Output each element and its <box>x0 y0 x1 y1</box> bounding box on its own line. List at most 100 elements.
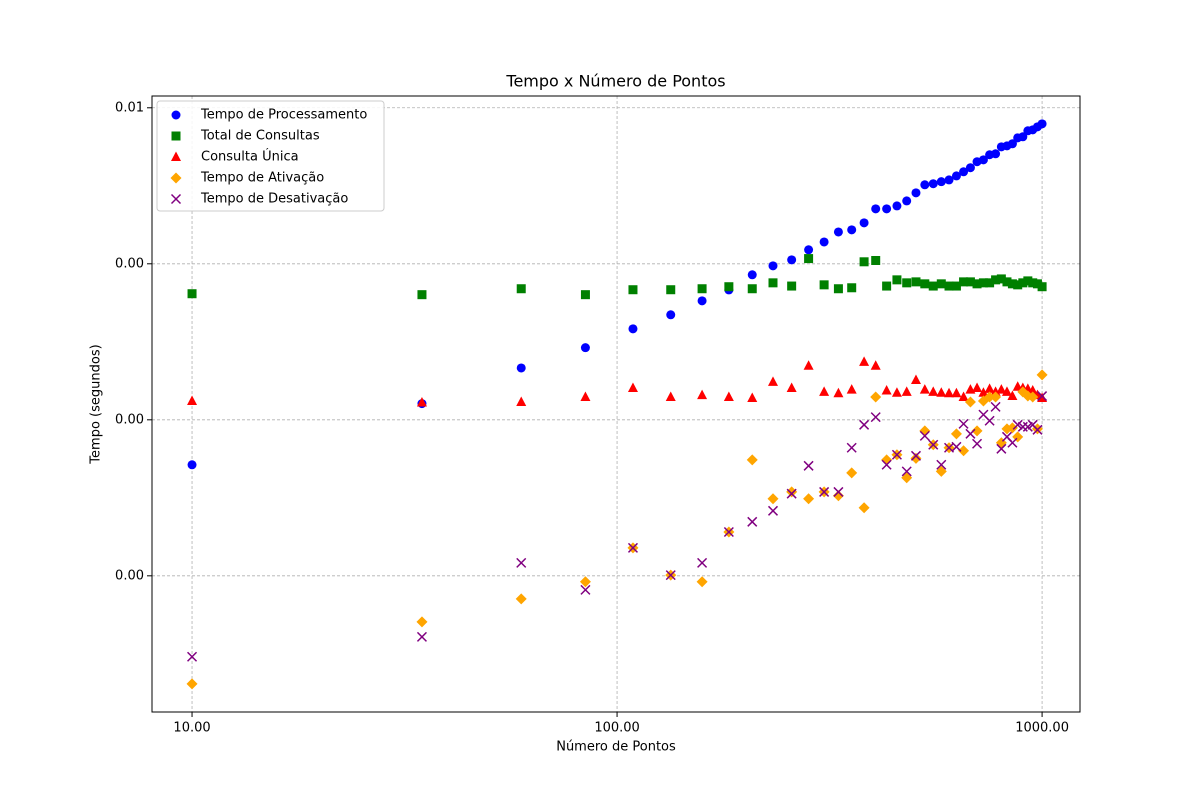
point <box>787 255 797 265</box>
point <box>978 387 989 397</box>
point <box>579 576 591 588</box>
legend-marker <box>171 110 181 120</box>
point <box>1037 282 1047 292</box>
x-axis-label: Número de Pontos <box>556 740 676 755</box>
point <box>416 631 427 642</box>
point <box>767 505 779 516</box>
legend-marker <box>171 131 181 141</box>
point <box>881 459 892 470</box>
x-tick-label: 100.00 <box>594 721 640 736</box>
point <box>697 296 707 306</box>
point <box>944 175 954 185</box>
point <box>944 281 954 291</box>
point <box>951 281 961 291</box>
point <box>991 275 1001 285</box>
point <box>627 382 638 392</box>
point <box>1023 276 1033 286</box>
point <box>919 384 930 394</box>
point <box>786 488 797 499</box>
point <box>965 163 975 173</box>
point <box>819 237 829 247</box>
point <box>984 415 995 426</box>
point <box>951 441 962 452</box>
point <box>768 261 778 271</box>
legend-label: Tempo de Ativação <box>200 171 324 186</box>
point <box>936 459 947 470</box>
point <box>972 382 983 392</box>
point <box>767 493 779 505</box>
point <box>858 502 870 514</box>
point <box>1013 280 1023 290</box>
point <box>1007 279 1017 289</box>
point <box>1037 392 1048 402</box>
point <box>892 275 902 285</box>
point <box>871 204 881 214</box>
point <box>723 391 734 402</box>
point <box>833 227 843 237</box>
point <box>580 391 591 402</box>
point <box>846 384 857 394</box>
point <box>919 430 930 441</box>
point <box>416 397 427 407</box>
point <box>516 396 527 407</box>
point <box>846 442 857 453</box>
point <box>1032 424 1043 435</box>
point <box>1007 437 1018 448</box>
point <box>516 557 527 568</box>
point <box>984 383 995 393</box>
point <box>936 279 946 289</box>
point <box>958 418 969 429</box>
legend: Tempo de Processamento Total de Consultas… <box>156 100 385 212</box>
point <box>787 281 797 291</box>
point <box>984 391 996 403</box>
point <box>516 284 526 294</box>
point <box>417 290 427 300</box>
point <box>936 177 946 187</box>
point <box>910 452 922 464</box>
point <box>928 281 938 291</box>
point <box>1032 279 1042 289</box>
point <box>847 283 857 293</box>
point <box>747 392 758 402</box>
point <box>1002 277 1012 287</box>
point <box>186 678 198 690</box>
point <box>971 425 983 437</box>
point <box>1017 386 1029 398</box>
point <box>965 277 975 287</box>
point <box>187 651 198 662</box>
point <box>965 428 976 439</box>
point <box>1037 391 1048 402</box>
point <box>935 465 947 477</box>
point <box>928 439 939 450</box>
point <box>928 386 939 396</box>
point <box>859 419 870 430</box>
point <box>996 384 1007 394</box>
point <box>580 584 591 595</box>
point <box>724 282 734 292</box>
point <box>964 396 976 408</box>
point <box>859 257 869 267</box>
point <box>665 570 676 581</box>
point <box>666 285 676 295</box>
point <box>833 284 843 294</box>
point <box>901 386 912 396</box>
point <box>832 490 844 502</box>
point <box>847 225 857 235</box>
point <box>870 391 882 403</box>
y-tick-label: 0.01 <box>115 100 144 115</box>
point <box>697 284 707 294</box>
point <box>944 387 955 398</box>
point <box>990 391 1002 403</box>
point <box>665 391 676 402</box>
point <box>990 401 1001 412</box>
point <box>910 374 921 384</box>
point <box>1006 422 1018 434</box>
point <box>959 167 969 177</box>
point <box>819 486 830 497</box>
point <box>580 290 590 300</box>
legend-marker <box>170 193 182 205</box>
point <box>972 279 982 289</box>
point <box>950 428 962 440</box>
point <box>871 255 881 265</box>
